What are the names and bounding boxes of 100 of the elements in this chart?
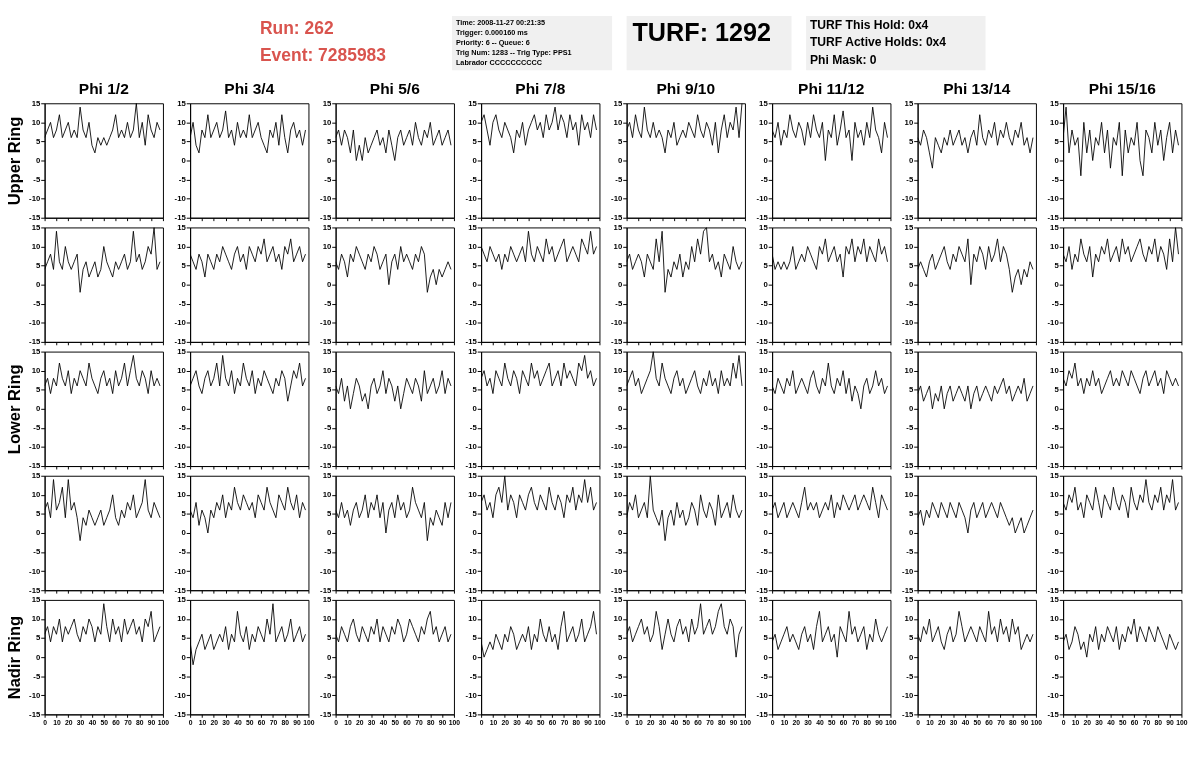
y-tick-label: -5 [760, 423, 769, 433]
y-tick-label: 15 [759, 595, 769, 605]
y-axis-title: Upper Ring [4, 116, 23, 206]
text: Phi Mask: 0 [809, 52, 877, 67]
y-tick-label: -5 [906, 547, 914, 557]
y-tick-label: 0 [617, 280, 623, 290]
y-tick-label: -5 [33, 547, 41, 557]
y-tick-label: -10 [465, 318, 477, 328]
y-tick-label: 0 [35, 404, 41, 414]
y-tick-label: -10 [174, 442, 186, 452]
y-tick-label: -5 [469, 423, 478, 433]
y-tick-label: 15 [1050, 471, 1060, 481]
y-tick-label: -10 [611, 318, 623, 328]
y-tick-label: -10 [1047, 566, 1059, 576]
y-tick-label: -10 [320, 318, 332, 328]
y-tick-label: 10 [1050, 614, 1059, 624]
y-tick-label: 10 [468, 614, 477, 624]
y-tick-label: 10 [31, 241, 41, 251]
y-tick-label: 15 [759, 98, 769, 108]
y-tick-label: 0 [908, 280, 914, 290]
text: TURF Active Holds: 0x4 [809, 35, 947, 50]
y-tick-label: -15 [174, 337, 187, 347]
y-tick-label: -10 [1047, 690, 1059, 700]
y-tick-label: 5 [763, 136, 769, 146]
y-tick-label: -15 [611, 461, 623, 471]
chart-title: Phi 3/4 [224, 79, 275, 97]
y-tick-label: -15 [29, 709, 41, 719]
chart-title: Phi 15/16 [1088, 79, 1157, 97]
y-tick-label: -15 [902, 461, 914, 471]
y-tick-label: -5 [906, 175, 914, 185]
y-tick-label: 15 [468, 471, 478, 481]
y-tick-label: 15 [31, 222, 41, 232]
y-tick-label: 5 [35, 261, 41, 271]
y-tick-label: 15 [1050, 222, 1060, 232]
y-tick-label: -10 [611, 194, 623, 204]
y-tick-label: -15 [465, 337, 478, 347]
chart-title: Phi 9/10 [656, 79, 716, 97]
y-tick-label: -15 [320, 213, 332, 223]
y-tick-label: -10 [29, 442, 41, 452]
y-tick-label: 0 [908, 528, 914, 538]
y-tick-label: -10 [29, 566, 41, 576]
y-tick-label: 0 [181, 528, 186, 538]
y-tick-label: -10 [756, 318, 768, 328]
y-tick-label: 15 [31, 347, 41, 357]
y-tick-label: 10 [904, 614, 914, 624]
y-tick-label: -15 [320, 585, 332, 595]
y-tick-label: -5 [906, 423, 914, 433]
y-tick-label: 10 [468, 117, 477, 127]
y-tick-label: 5 [1054, 261, 1060, 271]
text: Run: 262 [259, 18, 334, 39]
y-tick-label: 10 [613, 117, 623, 127]
y-tick-label: 5 [181, 509, 187, 519]
chart-title: Phi 7/8 [515, 79, 566, 97]
y-tick-label: 0 [763, 155, 768, 165]
y-tick-label: 0 [326, 528, 332, 538]
y-tick-label: -15 [320, 461, 332, 471]
y-tick-label: 0 [763, 404, 768, 414]
y-tick-label: -10 [1047, 318, 1059, 328]
y-tick-label: -10 [320, 194, 332, 204]
y-tick-label: 15 [759, 222, 769, 232]
y-tick-label: 5 [908, 509, 914, 519]
y-tick-label: 0 [326, 652, 332, 662]
y-tick-label: 0 [35, 528, 41, 538]
y-tick-label: -5 [469, 299, 478, 309]
y-tick-label: 10 [904, 241, 914, 251]
y-tick-label: -10 [29, 690, 41, 700]
y-tick-label: 5 [763, 261, 769, 271]
y-tick-label: 0 [181, 652, 186, 662]
y-tick-label: 5 [617, 261, 623, 271]
y-tick-label: 0 [908, 404, 914, 414]
y-tick-label: 0 [35, 280, 41, 290]
y-tick-label: -5 [1051, 175, 1060, 185]
y-tick-label: 5 [472, 136, 478, 146]
text: TURF: 1292 [632, 18, 772, 47]
y-tick-label: 0 [617, 155, 623, 165]
y-tick-label: 5 [908, 633, 914, 643]
y-tick-label: 5 [35, 136, 41, 146]
y-tick-label: -10 [611, 690, 623, 700]
y-tick-label: 10 [1050, 117, 1059, 127]
y-tick-label: 0 [617, 652, 623, 662]
y-tick-label: -10 [465, 690, 477, 700]
y-tick-label: 0 [617, 404, 623, 414]
y-tick-label: -10 [465, 194, 477, 204]
y-tick-label: -5 [1051, 547, 1060, 557]
y-tick-label: 10 [177, 241, 186, 251]
y-tick-label: 15 [31, 98, 41, 108]
y-tick-label: 5 [908, 136, 914, 146]
y-tick-label: 0 [472, 652, 477, 662]
y-tick-label: 0 [908, 155, 914, 165]
y-tick-label: 5 [326, 633, 332, 643]
y-tick-label: 0 [35, 155, 41, 165]
y-tick-label: -10 [902, 690, 914, 700]
y-tick-label: 10 [322, 366, 332, 376]
y-tick-label: 15 [613, 98, 623, 108]
y-tick-label: 5 [181, 261, 187, 271]
y-tick-label: 5 [35, 633, 41, 643]
y-tick-label: 0 [763, 528, 768, 538]
y-tick-label: 5 [472, 633, 478, 643]
y-tick-label: 5 [617, 136, 623, 146]
y-axis-title: Lower Ring [4, 364, 23, 455]
